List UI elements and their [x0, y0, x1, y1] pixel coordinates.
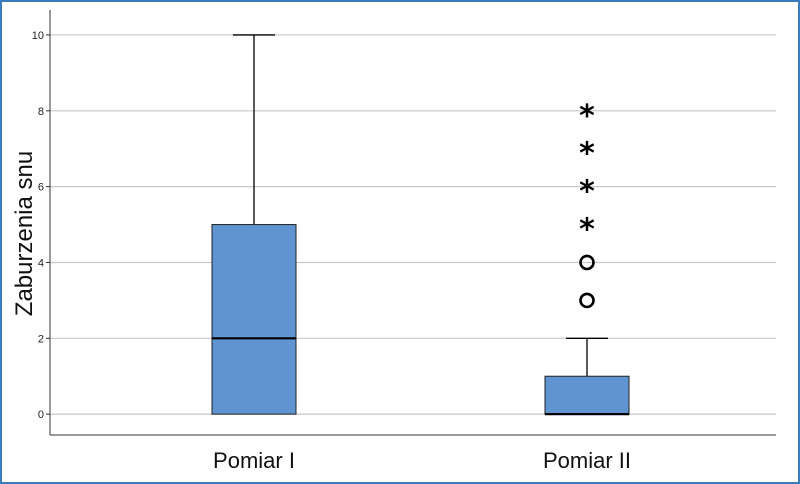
- y-tick-label: 8: [38, 106, 44, 118]
- box-body: [544, 375, 630, 415]
- extreme-star: *: [579, 99, 595, 134]
- axes: [46, 10, 776, 436]
- category-label: Pomiar I: [213, 448, 295, 473]
- y-tick-label: 6: [38, 182, 44, 194]
- grid-lines: [50, 34, 776, 415]
- box-pomiar-ii: [544, 337, 630, 416]
- box-body: [211, 224, 297, 415]
- y-tick-label: 10: [32, 30, 44, 42]
- outlier-points: ****: [579, 99, 595, 309]
- extreme-star: *: [579, 137, 595, 172]
- outlier-circle: [579, 292, 595, 309]
- y-tick-label: 4: [38, 257, 44, 269]
- outlier-circle: [579, 254, 595, 271]
- extreme-star: *: [579, 213, 595, 248]
- y-tick-label: 2: [38, 333, 44, 345]
- labels: 0 2 4 6 8 10 Zaburzenia snu Pomiar I Pomiar II: [11, 30, 631, 473]
- boxes: [211, 34, 630, 416]
- y-tick-label: 0: [38, 409, 44, 421]
- extreme-star: *: [579, 175, 595, 210]
- category-label: Pomiar II: [543, 448, 631, 473]
- y-axis-title: Zaburzenia snu: [11, 151, 38, 316]
- box-pomiar-i: [211, 34, 297, 415]
